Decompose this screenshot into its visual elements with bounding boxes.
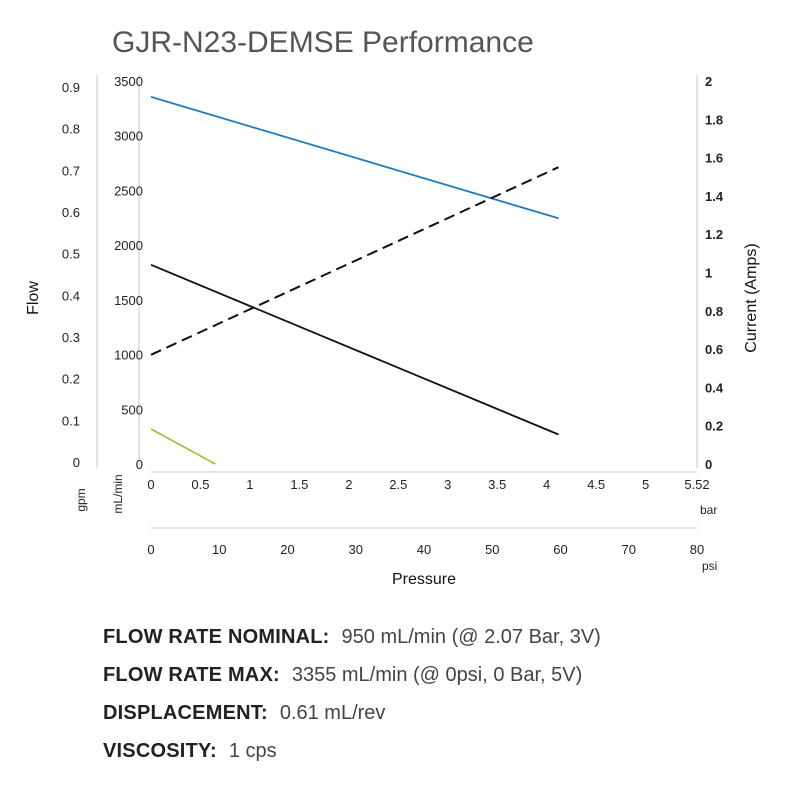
- psi-tick-label: 0: [147, 542, 154, 557]
- gpm-tick-label: 0.5: [62, 247, 80, 262]
- amps-tick-label: 1: [705, 266, 712, 281]
- ml-tick-label: 3000: [114, 129, 143, 144]
- amps-tick-label: 0.8: [705, 304, 723, 319]
- bar-tick-label: 3: [444, 477, 451, 492]
- amps-axis-ticks: 0 0.2 0.4 0.6 0.8 1 1.2 1.4 1.6 1.8 2: [705, 74, 724, 472]
- bar-tick-label: 0: [147, 477, 154, 492]
- amps-tick-label: 0.2: [705, 419, 723, 434]
- ml-tick-label: 500: [121, 402, 143, 417]
- bar-tick-label: 0.5: [191, 477, 209, 492]
- bar-unit-label: bar: [700, 503, 717, 517]
- mlmin-unit-label: mL/min: [111, 474, 125, 513]
- spec-value: 3355 mL/min (@ 0psi, 0 Bar, 5V): [291, 664, 583, 686]
- amps-tick-label: 0.4: [705, 380, 724, 395]
- ml-tick-label: 3500: [114, 74, 143, 89]
- bar-tick-label: 4: [543, 477, 550, 492]
- spec-flow-max: FLOW RATE MAX: 3355 mL/min (@ 0psi, 0 Ba…: [103, 664, 601, 702]
- bar-tick-label: 4.5: [587, 477, 605, 492]
- series-line-1: [150, 96, 559, 220]
- bar-tick-label: 1.5: [290, 477, 308, 492]
- ml-axis-ticks: 0 500 1000 1500 2000 2500 3000 3500: [114, 74, 143, 472]
- psi-tick-label: 50: [485, 542, 499, 557]
- spec-label: FLOW RATE MAX:: [103, 664, 280, 686]
- series-line-2: [150, 263, 559, 436]
- x-axis-label-pressure: Pressure: [392, 571, 456, 588]
- amps-tick-label: 1.4: [705, 189, 724, 204]
- spec-value: 0.61 mL/rev: [279, 702, 386, 724]
- y-axis-label-current: Current (Amps): [743, 243, 760, 352]
- spec-value: 1 cps: [228, 740, 277, 762]
- amps-tick-label: 0.6: [705, 342, 723, 357]
- amps-tick-label: 0: [705, 457, 712, 472]
- bar-tick-label: 1: [246, 477, 253, 492]
- psi-unit-label: psi: [702, 559, 717, 573]
- spec-list: FLOW RATE NOMINAL: 950 mL/min (@ 2.07 Ba…: [103, 626, 601, 778]
- gpm-tick-label: 0.6: [62, 205, 80, 220]
- gpm-unit-label: gpm: [74, 488, 88, 511]
- amps-tick-label: 1.2: [705, 227, 723, 242]
- gpm-tick-label: 0.9: [62, 80, 80, 95]
- spec-label: DISPLACEMENT:: [103, 702, 268, 724]
- ml-tick-label: 2000: [114, 238, 143, 253]
- gpm-tick-label: 0.2: [62, 372, 80, 387]
- ml-tick-label: 2500: [114, 183, 143, 198]
- series-layer: [150, 96, 559, 465]
- psi-tick-label: 40: [417, 542, 431, 557]
- psi-tick-label: 60: [553, 542, 567, 557]
- gpm-tick-label: 0.3: [62, 330, 80, 345]
- bar-axis-ticks: 0 0.5 1 1.5 2 2.5 3 3.5 4 4.5 5 5.52: [147, 477, 709, 492]
- spec-flow-nominal: FLOW RATE NOMINAL: 950 mL/min (@ 2.07 Ba…: [103, 626, 601, 664]
- spec-viscosity: VISCOSITY: 1 cps: [103, 740, 601, 778]
- gpm-tick-label: 0.4: [62, 288, 80, 303]
- bar-tick-label: 2: [345, 477, 352, 492]
- axis-lines: [96, 75, 698, 529]
- gpm-tick-label: 0.8: [62, 122, 80, 137]
- gpm-axis-ticks: 0 0.1 0.2 0.3 0.4 0.5 0.6 0.7 0.8 0.9: [62, 80, 80, 470]
- ml-tick-label: 0: [136, 457, 143, 472]
- psi-tick-label: 30: [349, 542, 363, 557]
- y-axis-label-flow: Flow: [25, 281, 42, 315]
- spec-label: FLOW RATE NOMINAL:: [103, 626, 330, 648]
- bar-tick-label: 5.52: [684, 477, 709, 492]
- psi-tick-label: 10: [212, 542, 226, 557]
- psi-tick-label: 20: [280, 542, 294, 557]
- series-line-4: [150, 428, 216, 465]
- bar-tick-label: 5: [642, 477, 649, 492]
- gpm-tick-label: 0.1: [62, 413, 80, 428]
- gpm-tick-label: 0: [73, 455, 80, 470]
- amps-tick-label: 1.8: [705, 112, 723, 127]
- bar-tick-label: 3.5: [488, 477, 506, 492]
- performance-chart: GJR-N23-DEMSE Performance 00.10.20.30.40…: [25, 26, 760, 588]
- amps-tick-label: 2: [705, 74, 712, 89]
- spec-label: VISCOSITY:: [103, 740, 217, 762]
- spec-displacement: DISPLACEMENT: 0.61 mL/rev: [103, 702, 601, 740]
- psi-axis-ticks: 0 10 20 30 40 50 60 70 80: [147, 542, 704, 557]
- series-line-3: [150, 166, 559, 356]
- ml-tick-label: 1000: [114, 348, 143, 363]
- psi-tick-label: 70: [622, 542, 636, 557]
- spec-value: 950 mL/min (@ 2.07 Bar, 3V): [341, 626, 601, 648]
- psi-tick-label: 80: [690, 542, 704, 557]
- ml-tick-label: 1500: [114, 293, 143, 308]
- amps-tick-label: 1.6: [705, 151, 723, 166]
- bar-tick-label: 2.5: [389, 477, 407, 492]
- gpm-tick-label: 0.7: [62, 163, 80, 178]
- chart-title: GJR-N23-DEMSE Performance: [112, 26, 534, 59]
